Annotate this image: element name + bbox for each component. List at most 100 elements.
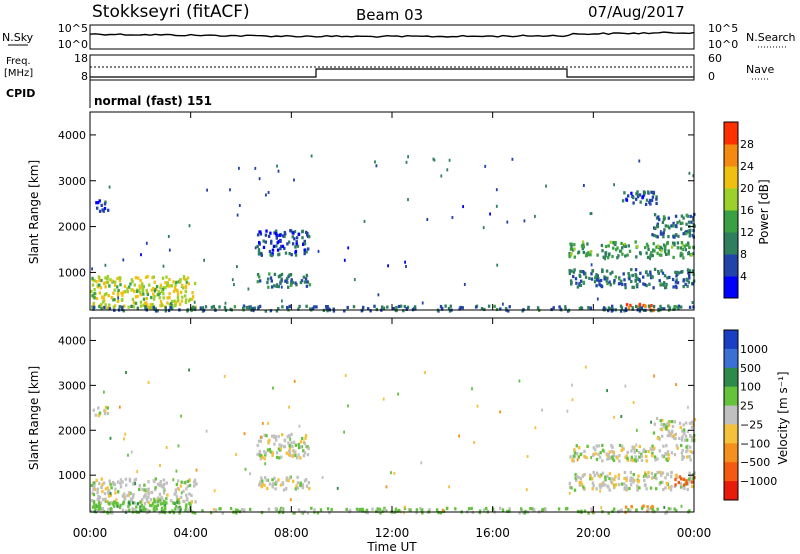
data-cell: [150, 490, 153, 495]
data-cell: [601, 269, 604, 274]
data-cell: [275, 451, 279, 455]
data-cell: [279, 233, 282, 237]
data-cell: [154, 289, 156, 293]
data-cell: [658, 449, 661, 453]
colorbar-segment: [724, 481, 738, 501]
data-cell: [470, 506, 473, 510]
data-cell: [691, 301, 694, 305]
data-cell: [680, 477, 683, 481]
data-cell: [663, 281, 666, 285]
data-cell: [659, 470, 662, 474]
data-cell: [638, 193, 642, 197]
data-cell: [589, 475, 592, 479]
data-cell: [666, 422, 669, 426]
data-cell: [294, 245, 297, 249]
data-cell: [306, 445, 309, 449]
data-cell: [582, 245, 585, 249]
data-cell: [414, 307, 417, 311]
data-cell: [180, 290, 183, 294]
data-cell: [122, 309, 125, 313]
data-cell: [405, 265, 407, 268]
data-cell: [159, 464, 161, 467]
data-cell: [271, 252, 274, 256]
data-cell: [651, 233, 654, 237]
colorbar-segment: [724, 367, 738, 388]
data-cell: [287, 434, 291, 438]
data-cell: [670, 224, 673, 228]
data-cell: [598, 279, 601, 283]
data-cell: [114, 280, 117, 284]
data-cell: [118, 505, 122, 510]
data-cell: [601, 448, 605, 452]
data-cell: [103, 299, 106, 303]
data-cell: [177, 444, 180, 448]
data-cell: [355, 507, 359, 511]
data-cell: [288, 252, 291, 256]
data-cell: [178, 302, 182, 306]
data-cell: [149, 302, 152, 307]
data-cell: [679, 425, 682, 430]
data-cell: [90, 483, 94, 488]
data-cell: [160, 303, 164, 307]
data-cell: [611, 481, 614, 485]
data-cell: [602, 480, 605, 485]
data-cell: [600, 243, 604, 248]
data-cell: [580, 244, 584, 248]
data-cell: [631, 307, 634, 311]
data-cell: [680, 451, 684, 455]
data-cell: [607, 309, 610, 313]
data-cell: [249, 507, 252, 511]
data-cell: [629, 470, 633, 474]
data-cell: [361, 508, 364, 512]
data-cell: [689, 449, 692, 454]
data-cell: [300, 279, 304, 283]
data-cell: [636, 190, 639, 194]
data-cell: [93, 296, 96, 300]
data-cell: [632, 285, 635, 289]
data-cell: [581, 240, 585, 244]
data-cell: [613, 415, 615, 419]
data-cell: [581, 247, 584, 251]
data-cell: [640, 452, 643, 456]
data-cell: [636, 458, 639, 462]
data-cell: [405, 160, 408, 164]
data-cell: [558, 305, 561, 309]
data-cell: [115, 502, 118, 506]
data-cell: [667, 507, 671, 511]
data-cell: [607, 453, 610, 457]
data-cell: [305, 250, 308, 254]
colorbar-segment: [724, 122, 738, 145]
data-cell: [660, 247, 664, 251]
data-cell: [308, 487, 311, 491]
data-cell: [310, 506, 313, 510]
data-cell: [660, 253, 663, 257]
data-cell: [307, 481, 310, 485]
data-cell: [681, 429, 684, 433]
data-cell: [108, 502, 111, 506]
data-cell: [620, 415, 623, 418]
data-cell: [651, 504, 654, 509]
data-cell: [104, 285, 107, 289]
y-tick-label: 3000: [58, 175, 86, 188]
data-cell: [691, 484, 694, 489]
data-cell: [97, 504, 100, 508]
data-cell: [419, 506, 422, 511]
data-cell: [623, 309, 626, 313]
data-cell: [483, 508, 486, 512]
y-tick-label: 1000: [58, 469, 86, 482]
data-cell: [343, 430, 345, 434]
data-cell: [652, 304, 656, 309]
data-cell: [642, 448, 646, 452]
data-cell: [689, 478, 692, 482]
data-cell: [233, 305, 237, 309]
data-cell: [108, 307, 112, 311]
data-cell: [657, 215, 660, 219]
data-cell: [660, 282, 663, 286]
data-cell: [138, 290, 142, 294]
data-cell: [104, 497, 107, 501]
data-cell: [139, 300, 143, 304]
data-cell: [279, 274, 282, 278]
data-cell: [302, 242, 305, 246]
data-cell: [306, 280, 309, 284]
